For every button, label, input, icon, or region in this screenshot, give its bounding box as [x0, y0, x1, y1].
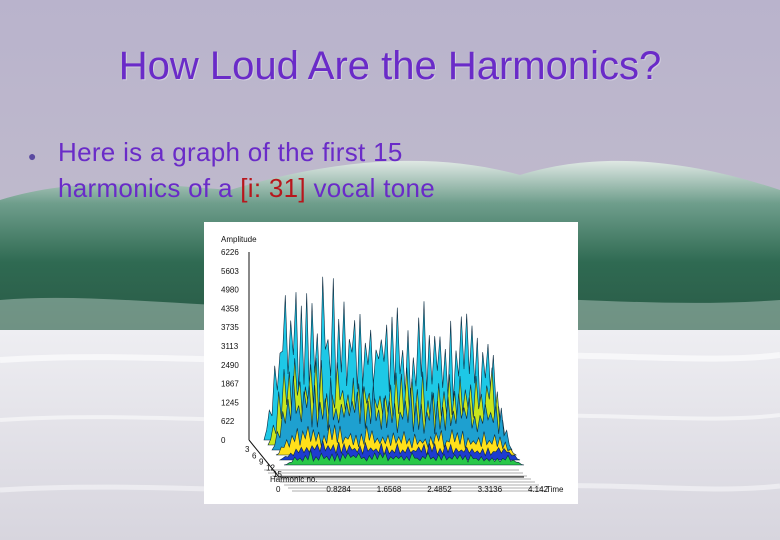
- bullet-line-2-suffix: vocal tone: [305, 173, 436, 203]
- harmonic-surface-4: [275, 424, 517, 456]
- y-tick-label: 622: [221, 417, 235, 426]
- bullet-text: Here is a graph of the first 15 harmonic…: [58, 134, 578, 206]
- bullet-line-1: Here is a graph of the first 15: [58, 137, 403, 167]
- chart-axes: Amplitude Harmonic no. Time: [221, 235, 564, 494]
- y-axis-label: Amplitude: [221, 235, 257, 244]
- x-tick-label: 0.8284: [326, 485, 351, 494]
- y-tick-label: 0: [221, 436, 226, 445]
- vowel-notation-highlight: [i: 31]: [240, 173, 306, 203]
- x-tick-label: 4.142: [528, 485, 549, 494]
- y-tick-label: 5603: [221, 267, 239, 276]
- slide-title: How Loud Are the Harmonics?: [118, 44, 662, 88]
- y-tick-label: 3735: [221, 323, 239, 332]
- z-tick-label: 12: [266, 464, 275, 473]
- x-tick-label: 1.6568: [377, 485, 402, 494]
- chart-surfaces: [263, 276, 547, 492]
- y-tick-label: 1867: [221, 380, 239, 389]
- harmonics-waterfall-chart: Amplitude Harmonic no. Time 6226 5603 4980…: [204, 222, 578, 504]
- y-tick-label: 4980: [221, 286, 239, 295]
- z-tick-label: 15: [273, 470, 282, 479]
- x-tick-label: 2.4852: [427, 485, 452, 494]
- y-tick-label: 6226: [221, 248, 239, 257]
- z-tick-label: 9: [259, 458, 264, 467]
- x-axis-label: Time: [546, 485, 564, 494]
- x-tick-label: 3.3136: [478, 485, 503, 494]
- y-tick-label: 3113: [221, 342, 239, 351]
- harmonic-surface-6: [283, 450, 525, 466]
- z-tick-label: 6: [252, 451, 257, 460]
- bullet-dot-icon: ●: [28, 148, 37, 164]
- chart-ticks: 6226 5603 4980 4358 3735 3113 2490 1867 1245 622 0…: [221, 248, 549, 494]
- y-tick-label: 2490: [221, 361, 239, 370]
- z-axis-label: Harmonic no.: [270, 475, 318, 484]
- bullet-line-2-prefix: harmonics of a: [58, 173, 241, 203]
- x-tick-label: 0: [276, 485, 281, 494]
- z-tick-label: 3: [245, 445, 250, 454]
- y-tick-label: 4358: [221, 304, 239, 313]
- z-axis-line: [248, 439, 280, 478]
- y-tick-label: 1245: [221, 398, 239, 407]
